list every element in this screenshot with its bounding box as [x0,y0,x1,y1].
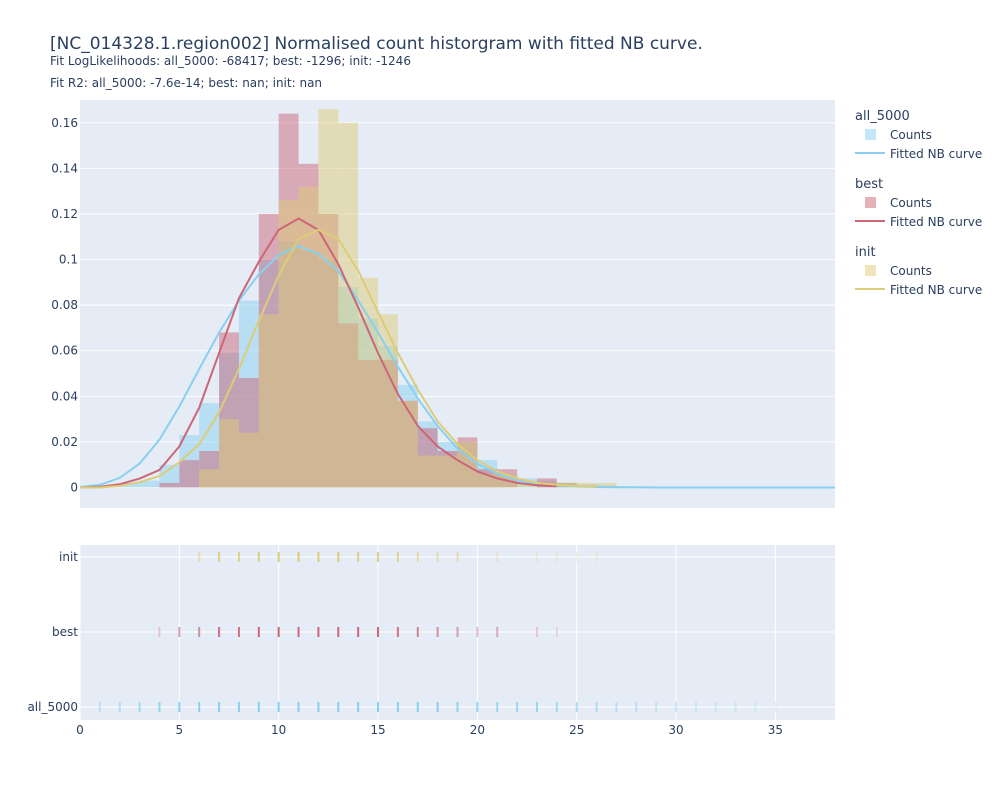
histogram-bar-init [397,400,418,488]
histogram-bar-best [179,460,200,488]
histogram-bar-init [338,122,359,488]
x-tick-label: 20 [470,723,485,737]
histogram-bar-init [596,482,617,488]
legend-group-title: best [855,177,883,192]
fitted-curve-all_5000 [79,244,835,489]
y-tick-label: 0.14 [51,161,78,175]
histogram-bar-init [358,277,379,488]
legend[interactable]: all_5000 Counts Fitted NB curve best Counts F… [855,109,982,297]
legend-curve-label: Fitted NB curve [890,283,982,297]
y-tick-label: 0.02 [51,435,78,449]
histogram-bar-init [258,314,279,488]
rug-category-label: best [52,625,78,639]
chart-subtitle-loglikelihoods: Fit LogLikelihoods: all_5000: -68417; be… [50,54,411,68]
x-tick-label: 0 [76,723,84,737]
legend-counts-swatch [865,265,876,276]
legend-counts-swatch [865,129,876,140]
histogram-bar-all_5000 [139,480,160,488]
x-tick-label: 30 [668,723,683,737]
y-tick-label: 0 [70,480,78,494]
chart-title: [NC_014328.1.region002] Normalised count… [50,34,703,54]
histogram-bar-init [378,314,398,488]
histogram-bar-init [517,482,537,488]
legend-curve-label: Fitted NB curve [890,215,982,229]
histogram-bar-init [199,469,220,488]
y-tick-label: 0.16 [51,116,78,130]
histogram-bar-init [219,419,239,488]
rug-category-label: all_5000 [27,700,78,714]
rug-category-label: init [59,550,78,564]
histogram-bar-init [238,432,259,488]
x-tick-label: 25 [569,723,584,737]
histogram-bar-all_5000 [119,482,140,488]
chart-subtitle-r2: Fit R2: all_5000: -7.6e-14; best: nan; i… [50,76,323,90]
histogram-bar-init [298,186,319,488]
fitted-curve-init [80,228,597,489]
x-tick-label: 35 [768,723,783,737]
y-tick-label: 0.08 [51,298,78,312]
x-tick-label: 10 [271,723,286,737]
legend-curve-label: Fitted NB curve [890,147,982,161]
histogram-bar-init [318,109,339,488]
rug-plot[interactable]: 0 5 10 15 20 25 30 35 init best all_5000 [27,545,835,737]
y-tick-label: 0.04 [51,389,78,403]
x-tick-label: 5 [176,723,184,737]
histogram-bar-init [278,200,299,488]
histogram-bar-init [576,482,597,488]
histogram-bar-all_5000 [159,464,180,488]
legend-group-title: all_5000 [855,109,910,124]
histogram-plot[interactable]: 0 0.02 0.04 0.06 0.08 0.1 0.12 0.14 0.16 [51,100,835,508]
y-tick-label: 0.12 [51,207,78,221]
legend-group-title: init [855,245,876,260]
y-tick-label: 0.06 [51,344,78,358]
histogram-bar-best [159,482,180,488]
histogram-bar-init [417,455,438,488]
legend-counts-label: Counts [890,264,932,278]
y-tick-label: 0.1 [59,253,78,267]
histogram-bar-init [437,455,458,488]
legend-counts-label: Counts [890,128,932,142]
x-tick-label: 15 [370,723,385,737]
legend-counts-swatch [865,197,876,208]
legend-counts-label: Counts [890,196,932,210]
